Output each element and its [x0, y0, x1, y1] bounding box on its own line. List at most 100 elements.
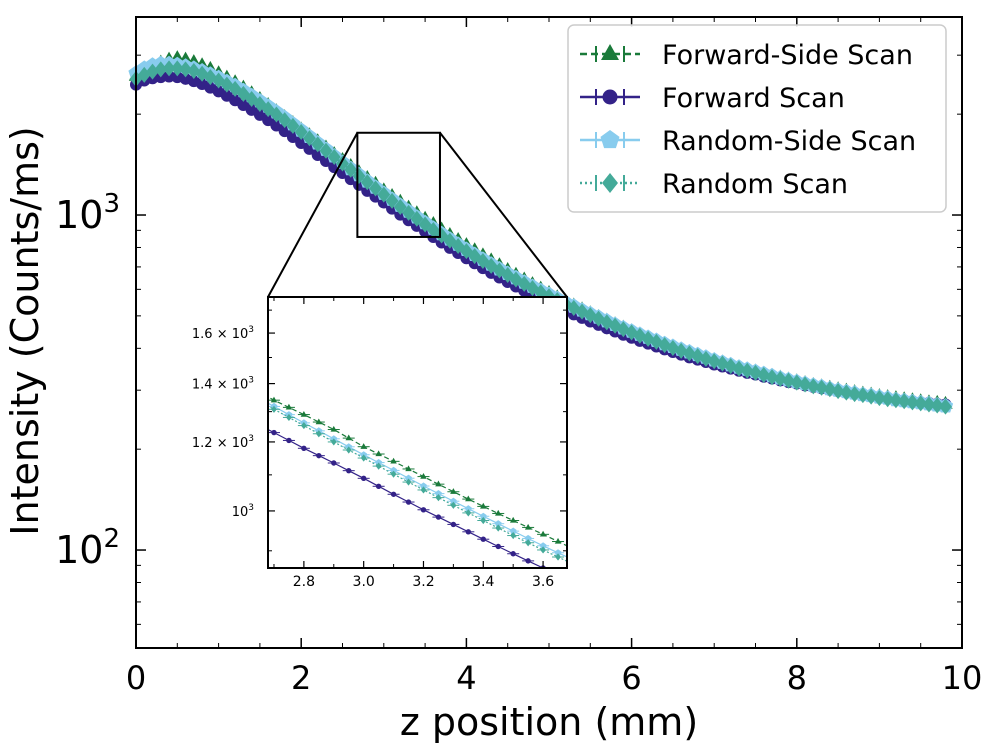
- inset-series-0-point: [405, 465, 412, 472]
- inset-series-1-point: [375, 483, 382, 489]
- series-3-point: [319, 142, 333, 159]
- inset-series-2-point: [435, 490, 442, 497]
- series-3-point: [906, 394, 919, 411]
- inset-series-0-point: [270, 396, 278, 403]
- series-3-point: [782, 372, 795, 389]
- series-3-point: [336, 155, 349, 172]
- inset-series-2-point: [405, 474, 412, 482]
- inset-series-0-point: [509, 516, 517, 523]
- legend: Forward-Side Scan Forward Scan Random-Side…: [567, 24, 947, 213]
- series-3-point: [402, 204, 415, 221]
- inset-series-0-point: [450, 488, 457, 494]
- inset-series-3-point: [555, 553, 561, 561]
- inset-x-tick-label: 3.6: [532, 574, 554, 590]
- inset-series-0-point: [435, 480, 442, 487]
- inset-series-2-point: [494, 520, 502, 527]
- inset-series-0-point: [345, 434, 352, 441]
- series-3-point: [369, 180, 382, 197]
- inset-series-3-point: [271, 405, 277, 413]
- inset-series-2-point: [450, 497, 457, 505]
- series-3-point: [732, 360, 746, 377]
- series-3-point: [823, 381, 837, 398]
- series-3-point: [303, 130, 316, 147]
- inset-series-1-point: [360, 475, 367, 482]
- inset-series-2-point: [464, 505, 472, 512]
- x-tick-label: 2: [291, 659, 311, 697]
- legend-label: Random-Side Scan: [662, 126, 916, 157]
- legend-marker: [601, 44, 619, 60]
- inset-series-2-point: [554, 549, 562, 556]
- series-3-point: [245, 90, 259, 107]
- series-3-point: [773, 370, 787, 387]
- inset-series-1-point: [301, 445, 307, 451]
- inset-series-3-point: [480, 516, 487, 525]
- inset-series-3-point: [360, 454, 367, 462]
- main-axes-group: 0 2 4 6 8 10 102 103: [55, 16, 983, 697]
- series-3-point: [839, 384, 853, 401]
- series-3-point: [922, 396, 936, 413]
- series-3-point: [344, 161, 358, 178]
- inset-series-0-point: [554, 537, 562, 544]
- series-3-point: [815, 379, 828, 396]
- inset-x-tick-label: 2.8: [293, 574, 315, 590]
- inset-series-1-point: [390, 491, 397, 497]
- series-3-point: [228, 80, 242, 97]
- inset-series-0-point: [494, 509, 502, 516]
- inset-series-0-point: [285, 403, 293, 410]
- series-3-point: [137, 66, 151, 83]
- series-3-point: [493, 262, 506, 279]
- series-3-point: [864, 388, 878, 405]
- inset-series-0-point: [360, 443, 367, 449]
- series-3-point: [740, 362, 754, 379]
- inset-series-1-point: [435, 514, 442, 520]
- x-tick-label: 10: [942, 659, 983, 697]
- x-tick-label: 0: [126, 659, 146, 697]
- legend-label: Forward Scan: [662, 83, 845, 114]
- inset-series-3-point: [345, 446, 352, 454]
- zoom-connector-right: [439, 132, 568, 298]
- inset-series-1-point: [525, 558, 531, 564]
- x-tick-label: 8: [787, 659, 807, 697]
- inset-series-1-point: [510, 551, 516, 557]
- inset-series-3-point: [525, 539, 532, 547]
- inset-series-3-point: [450, 501, 457, 509]
- inset-series-0-point: [375, 450, 382, 457]
- inset-series-2-point: [375, 459, 383, 466]
- series-3-point: [484, 257, 498, 274]
- series-3-point: [377, 186, 391, 203]
- x-tick-label: 4: [456, 659, 476, 697]
- inset-y-tick-label: 1.2 × 103: [192, 434, 254, 451]
- inset-series-3-point: [330, 438, 337, 446]
- inset-series-0-point: [315, 418, 323, 425]
- inset-x-tick-label: 3.0: [353, 574, 375, 590]
- series-3-point: [881, 391, 895, 408]
- series-3-point: [385, 192, 399, 209]
- series-3-point: [154, 61, 168, 78]
- inset-series-1-point: [480, 536, 486, 542]
- inset-series-3-point: [405, 478, 412, 486]
- inset-series-1-point: [420, 507, 427, 513]
- inset-y-tick-label: 103: [232, 503, 254, 520]
- series-3-point: [327, 148, 341, 165]
- zoom-indicator: [267, 131, 568, 298]
- inset-frame: [267, 296, 568, 569]
- x-axis-label: z position (mm): [400, 700, 698, 744]
- inset-x-tick-label: 3.4: [472, 574, 494, 590]
- series-3-point: [897, 393, 911, 410]
- inset-series-group: [268, 396, 567, 568]
- series-3-point: [939, 398, 952, 415]
- inset-series-3-point: [540, 546, 546, 554]
- inset-series-0-point: [390, 457, 397, 464]
- series-3-point: [765, 369, 779, 386]
- inset-series-0-point: [420, 472, 427, 479]
- inset-series-1-point: [346, 467, 352, 474]
- inset-series-3-point: [435, 494, 442, 502]
- inset-series-2-point: [539, 542, 547, 549]
- inset-series-3-point: [315, 430, 322, 438]
- series-3-point: [806, 378, 820, 395]
- series-3-point: [278, 112, 292, 129]
- series-3-point: [914, 395, 928, 412]
- inset-series-1-point: [286, 437, 292, 444]
- inset-series-2-point: [360, 451, 368, 458]
